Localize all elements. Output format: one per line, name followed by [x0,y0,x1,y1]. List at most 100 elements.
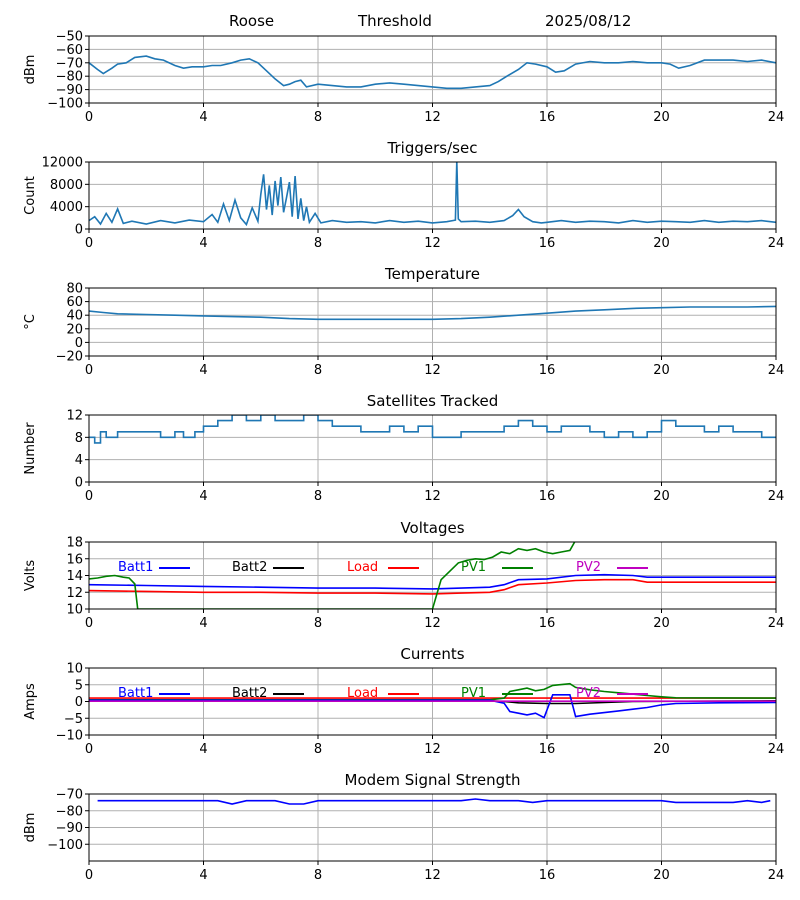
y-tick-label: −10 [56,729,83,744]
y-tick-label: 10 [66,662,83,677]
x-tick-label: 16 [539,489,556,504]
y-tick-label: −70 [56,788,83,803]
x-tick-label: 16 [539,616,556,631]
x-tick-label: 20 [653,236,670,251]
x-tick-label: 16 [539,236,556,251]
x-tick-label: 12 [424,110,441,125]
y-tick-label: 4 [75,453,83,468]
y-tick-label: 16 [66,552,83,567]
x-tick-label: 8 [314,742,322,757]
x-tick-label: 4 [199,236,207,251]
legend-label-batt2: Batt2 [232,686,267,701]
y-tick-label: 4000 [50,200,83,215]
x-tick-label: 4 [199,616,207,631]
y-axis-label: Count [23,176,38,215]
chart-title: Satellites Tracked [367,392,498,410]
trigger-mode: Threshold [358,12,432,30]
x-tick-label: 0 [85,236,93,251]
legend-label-load: Load [347,686,378,701]
x-tick-label: 8 [314,110,322,125]
y-tick-label: −50 [56,30,83,45]
series-line-satellites [89,415,776,444]
y-tick-label: 80 [66,282,83,297]
x-tick-label: 4 [199,110,207,125]
x-tick-label: 16 [539,868,556,883]
x-tick-label: 0 [85,616,93,631]
y-axis-label: dBm [23,55,38,85]
y-axis-label: Number [23,422,38,475]
x-tick-label: 24 [768,742,785,757]
chart-title: Modem Signal Strength [345,771,521,789]
y-tick-label: 0 [75,695,83,710]
signal-chart: 0 4 8 12 16 20 24 −100−90−80−70−60−50 dBm [23,30,784,126]
series-line-load [89,578,776,595]
x-tick-label: 8 [314,616,322,631]
x-tick-label: 24 [768,236,785,251]
x-tick-label: 12 [424,616,441,631]
x-tick-label: 12 [424,742,441,757]
x-tick-label: 8 [314,363,322,378]
y-tick-label: 20 [66,322,83,337]
y-tick-label: 12 [66,409,83,424]
x-tick-label: 20 [653,742,670,757]
y-axis-label: Volts [23,560,38,592]
legend-label-batt2: Batt2 [232,560,267,575]
x-tick-label: 20 [653,489,670,504]
series-line-pv1 [89,542,576,609]
x-tick-label: 24 [768,868,785,883]
y-tick-label: 8 [75,431,83,446]
y-axis-label: °C [23,314,38,330]
legend-label-batt1: Batt1 [118,560,153,575]
x-tick-label: 8 [314,489,322,504]
x-tick-label: 20 [653,616,670,631]
y-tick-label: 0 [75,223,83,238]
satellites-chart: 0 4 8 12 16 20 24 0 4 8 12 Satellites Tracked Number [23,392,784,504]
series-line-batt1 [89,694,776,719]
y-tick-label: 0 [75,336,83,351]
y-axis-label: dBm [23,813,38,843]
x-tick-label: 24 [768,363,785,378]
series-line-signal [89,55,776,90]
x-tick-label: 4 [199,363,207,378]
x-tick-label: 12 [424,363,441,378]
y-tick-label: 14 [66,569,83,584]
y-tick-label: −5 [64,712,83,727]
station-name: Roose [229,12,275,30]
x-tick-label: 24 [768,616,785,631]
x-tick-label: 0 [85,110,93,125]
x-tick-label: 4 [199,742,207,757]
legend-label-pv1: PV1 [461,686,486,701]
y-tick-label: −80 [56,70,83,85]
legend-label-pv1: PV1 [461,560,486,575]
chart-title: Temperature [384,265,480,283]
x-tick-label: 0 [85,742,93,757]
y-tick-label: −20 [56,350,83,365]
x-tick-label: 0 [85,489,93,504]
x-tick-label: 16 [539,363,556,378]
y-tick-label: 18 [66,536,83,551]
legend-label-pv2: PV2 [576,560,601,575]
y-tick-label: −70 [56,56,83,71]
series-line-pv1 [89,682,776,701]
series-line-batt1 [89,573,776,590]
chart-title: Currents [400,645,464,663]
y-tick-label: 12 [66,586,83,601]
y-tick-label: 5 [75,678,83,693]
y-tick-label: 12000 [42,156,83,171]
x-tick-label: 0 [85,363,93,378]
x-tick-label: 8 [314,868,322,883]
report-date: 2025/08/12 [545,12,632,30]
series-line-modem [97,798,771,805]
series-line-temperature [89,305,776,321]
x-tick-label: 0 [85,868,93,883]
chart-title: Voltages [400,519,464,537]
x-tick-label: 20 [653,363,670,378]
y-tick-label: 8000 [50,178,83,193]
legend-label-batt1: Batt1 [118,686,153,701]
y-tick-label: −100 [47,838,83,853]
series-line-triggers [89,162,776,227]
x-tick-label: 4 [199,489,207,504]
legend-label-load: Load [347,560,378,575]
